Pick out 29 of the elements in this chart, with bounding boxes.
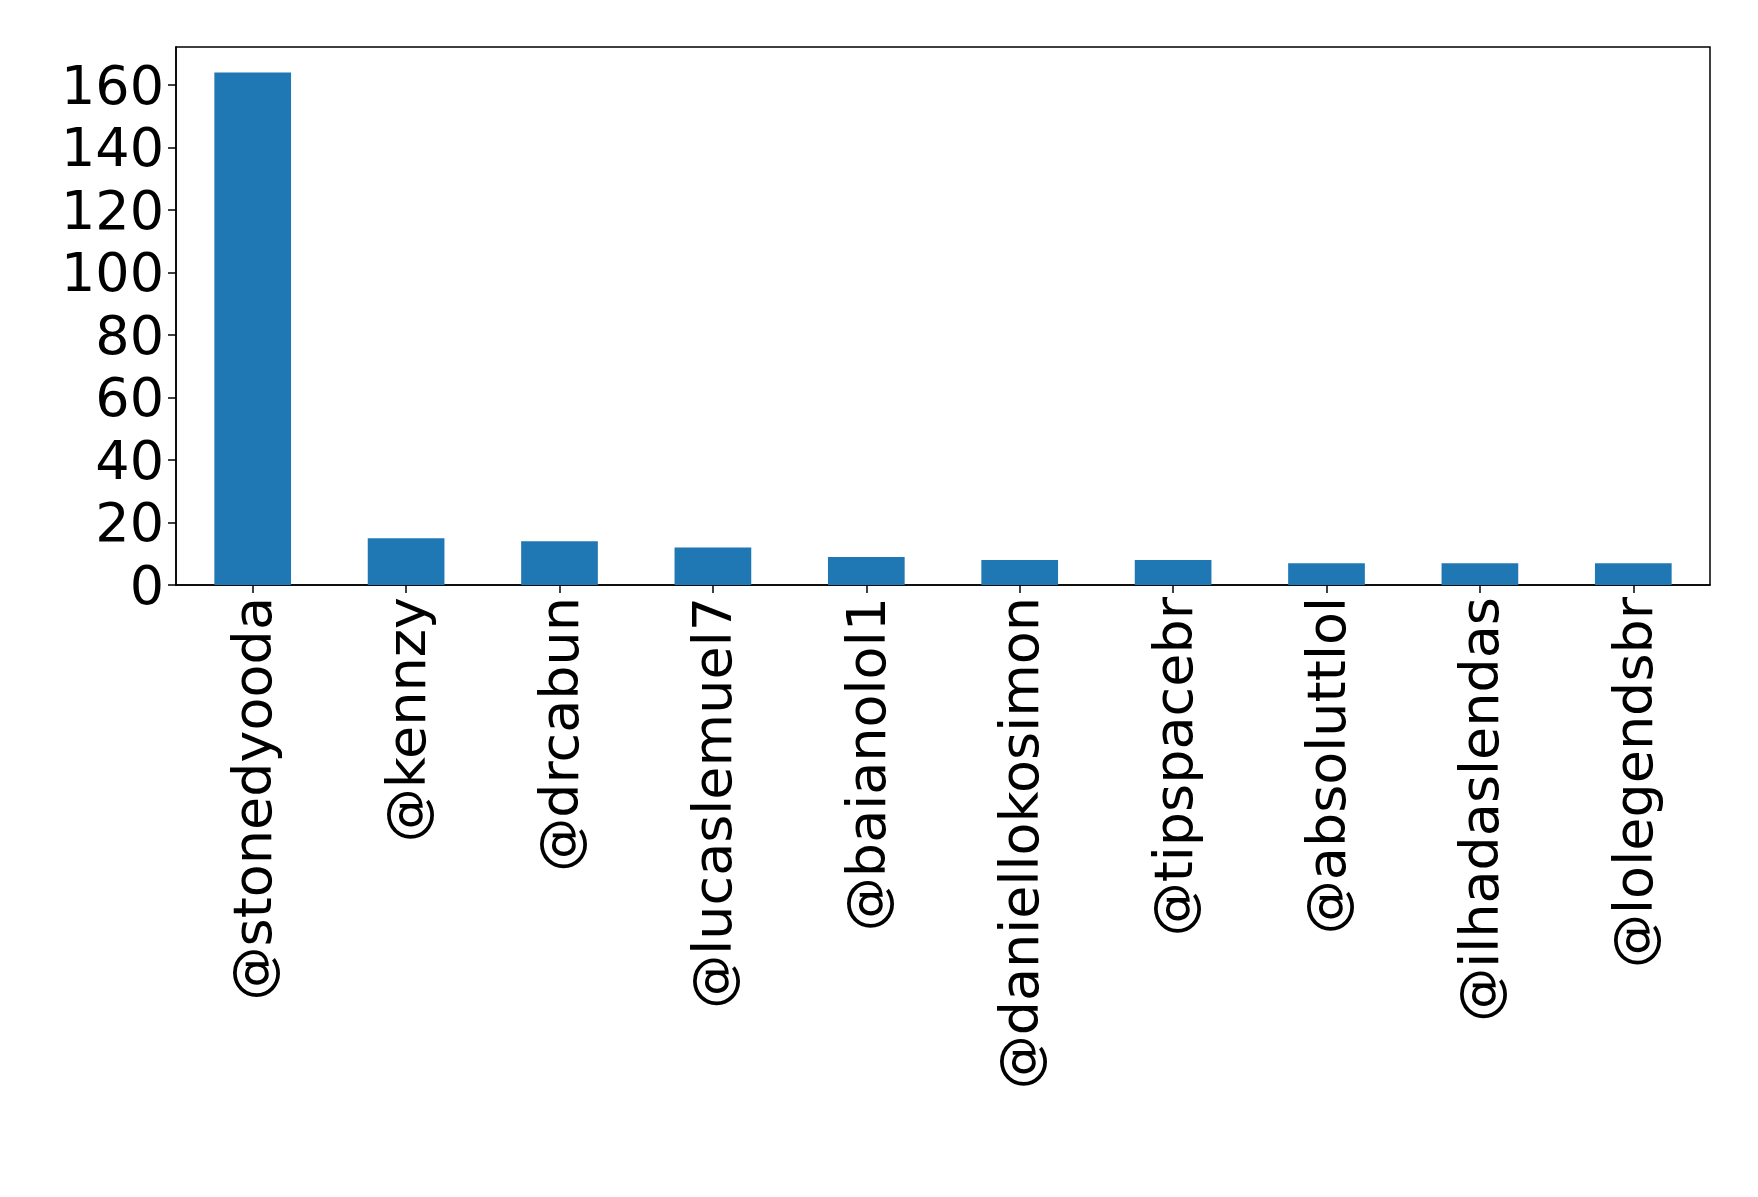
x-tick-label: @drcabun <box>528 597 591 872</box>
x-tick-label: @tipspacebr <box>1141 596 1205 937</box>
y-tick-label: 0 <box>129 553 164 617</box>
y-tick-label: 160 <box>60 53 164 117</box>
bar <box>981 560 1059 585</box>
x-tick-label: @lolegendsbr <box>1601 596 1665 968</box>
x-tick-label: @lucaslemuel7 <box>681 597 745 1009</box>
y-tick-label: 40 <box>95 428 164 492</box>
x-tick-label: @baianolol1 <box>834 597 898 932</box>
y-tick-label: 140 <box>60 116 164 180</box>
y-tick-label: 20 <box>95 491 164 555</box>
x-tick-label: @daniellokosimon <box>988 597 1052 1090</box>
x-tick-label: @ilhadaslendas <box>1448 597 1512 1022</box>
bar <box>1441 563 1519 585</box>
x-tick-label: @kennzy <box>374 597 438 843</box>
y-tick-label: 120 <box>60 178 164 242</box>
bar <box>214 72 292 585</box>
y-tick-label: 80 <box>95 303 164 367</box>
x-tick-label: @stonedyooda <box>221 597 285 1001</box>
bar <box>674 547 752 585</box>
bar <box>827 556 905 585</box>
y-tick-label: 100 <box>60 241 164 305</box>
y-tick-label: 60 <box>95 366 164 430</box>
bar <box>1134 560 1212 585</box>
x-tick-label: @absoluttlol <box>1295 597 1358 935</box>
bar <box>1594 563 1672 585</box>
bar <box>367 538 445 585</box>
bar <box>521 541 598 585</box>
bar <box>1288 563 1365 585</box>
